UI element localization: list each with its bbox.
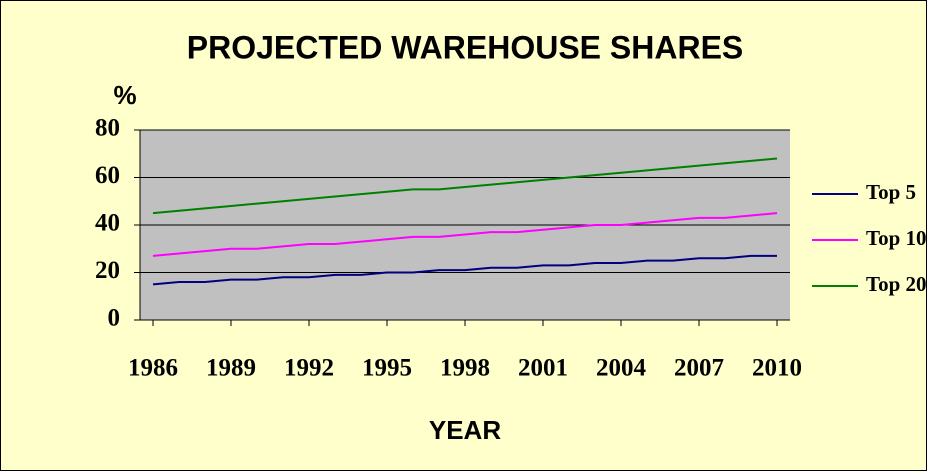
y-tick-label: 40: [95, 210, 120, 237]
x-tick-label: 2004: [596, 355, 647, 382]
x-tick-label: 2001: [518, 355, 568, 382]
y-tick-label: 80: [95, 115, 120, 142]
series-line: [152, 254, 777, 286]
x-tick-label: 1986: [128, 355, 178, 382]
x-axis-label: YEAR: [429, 415, 501, 445]
y-tick-label: 20: [95, 257, 120, 284]
series-line: [152, 157, 778, 215]
x-tick-label: 2010: [752, 355, 802, 382]
x-tick-label: 1995: [362, 355, 412, 382]
x-tick-label: 1998: [440, 355, 490, 382]
x-tick-label: 1989: [206, 355, 256, 382]
x-tick-label: 2007: [674, 355, 724, 382]
chart-title: PROJECTED WAREHOUSE SHARES: [187, 29, 744, 65]
x-tick-label: 1992: [284, 355, 334, 382]
legend-label: Top 5: [866, 180, 916, 204]
series-line: [152, 212, 778, 257]
y-tick-label: 60: [95, 162, 120, 189]
legend-label: Top 20: [866, 272, 927, 296]
legend-label: Top 10: [866, 226, 927, 250]
y-tick-label: 0: [108, 305, 121, 332]
y-axis-label: %: [113, 80, 136, 110]
